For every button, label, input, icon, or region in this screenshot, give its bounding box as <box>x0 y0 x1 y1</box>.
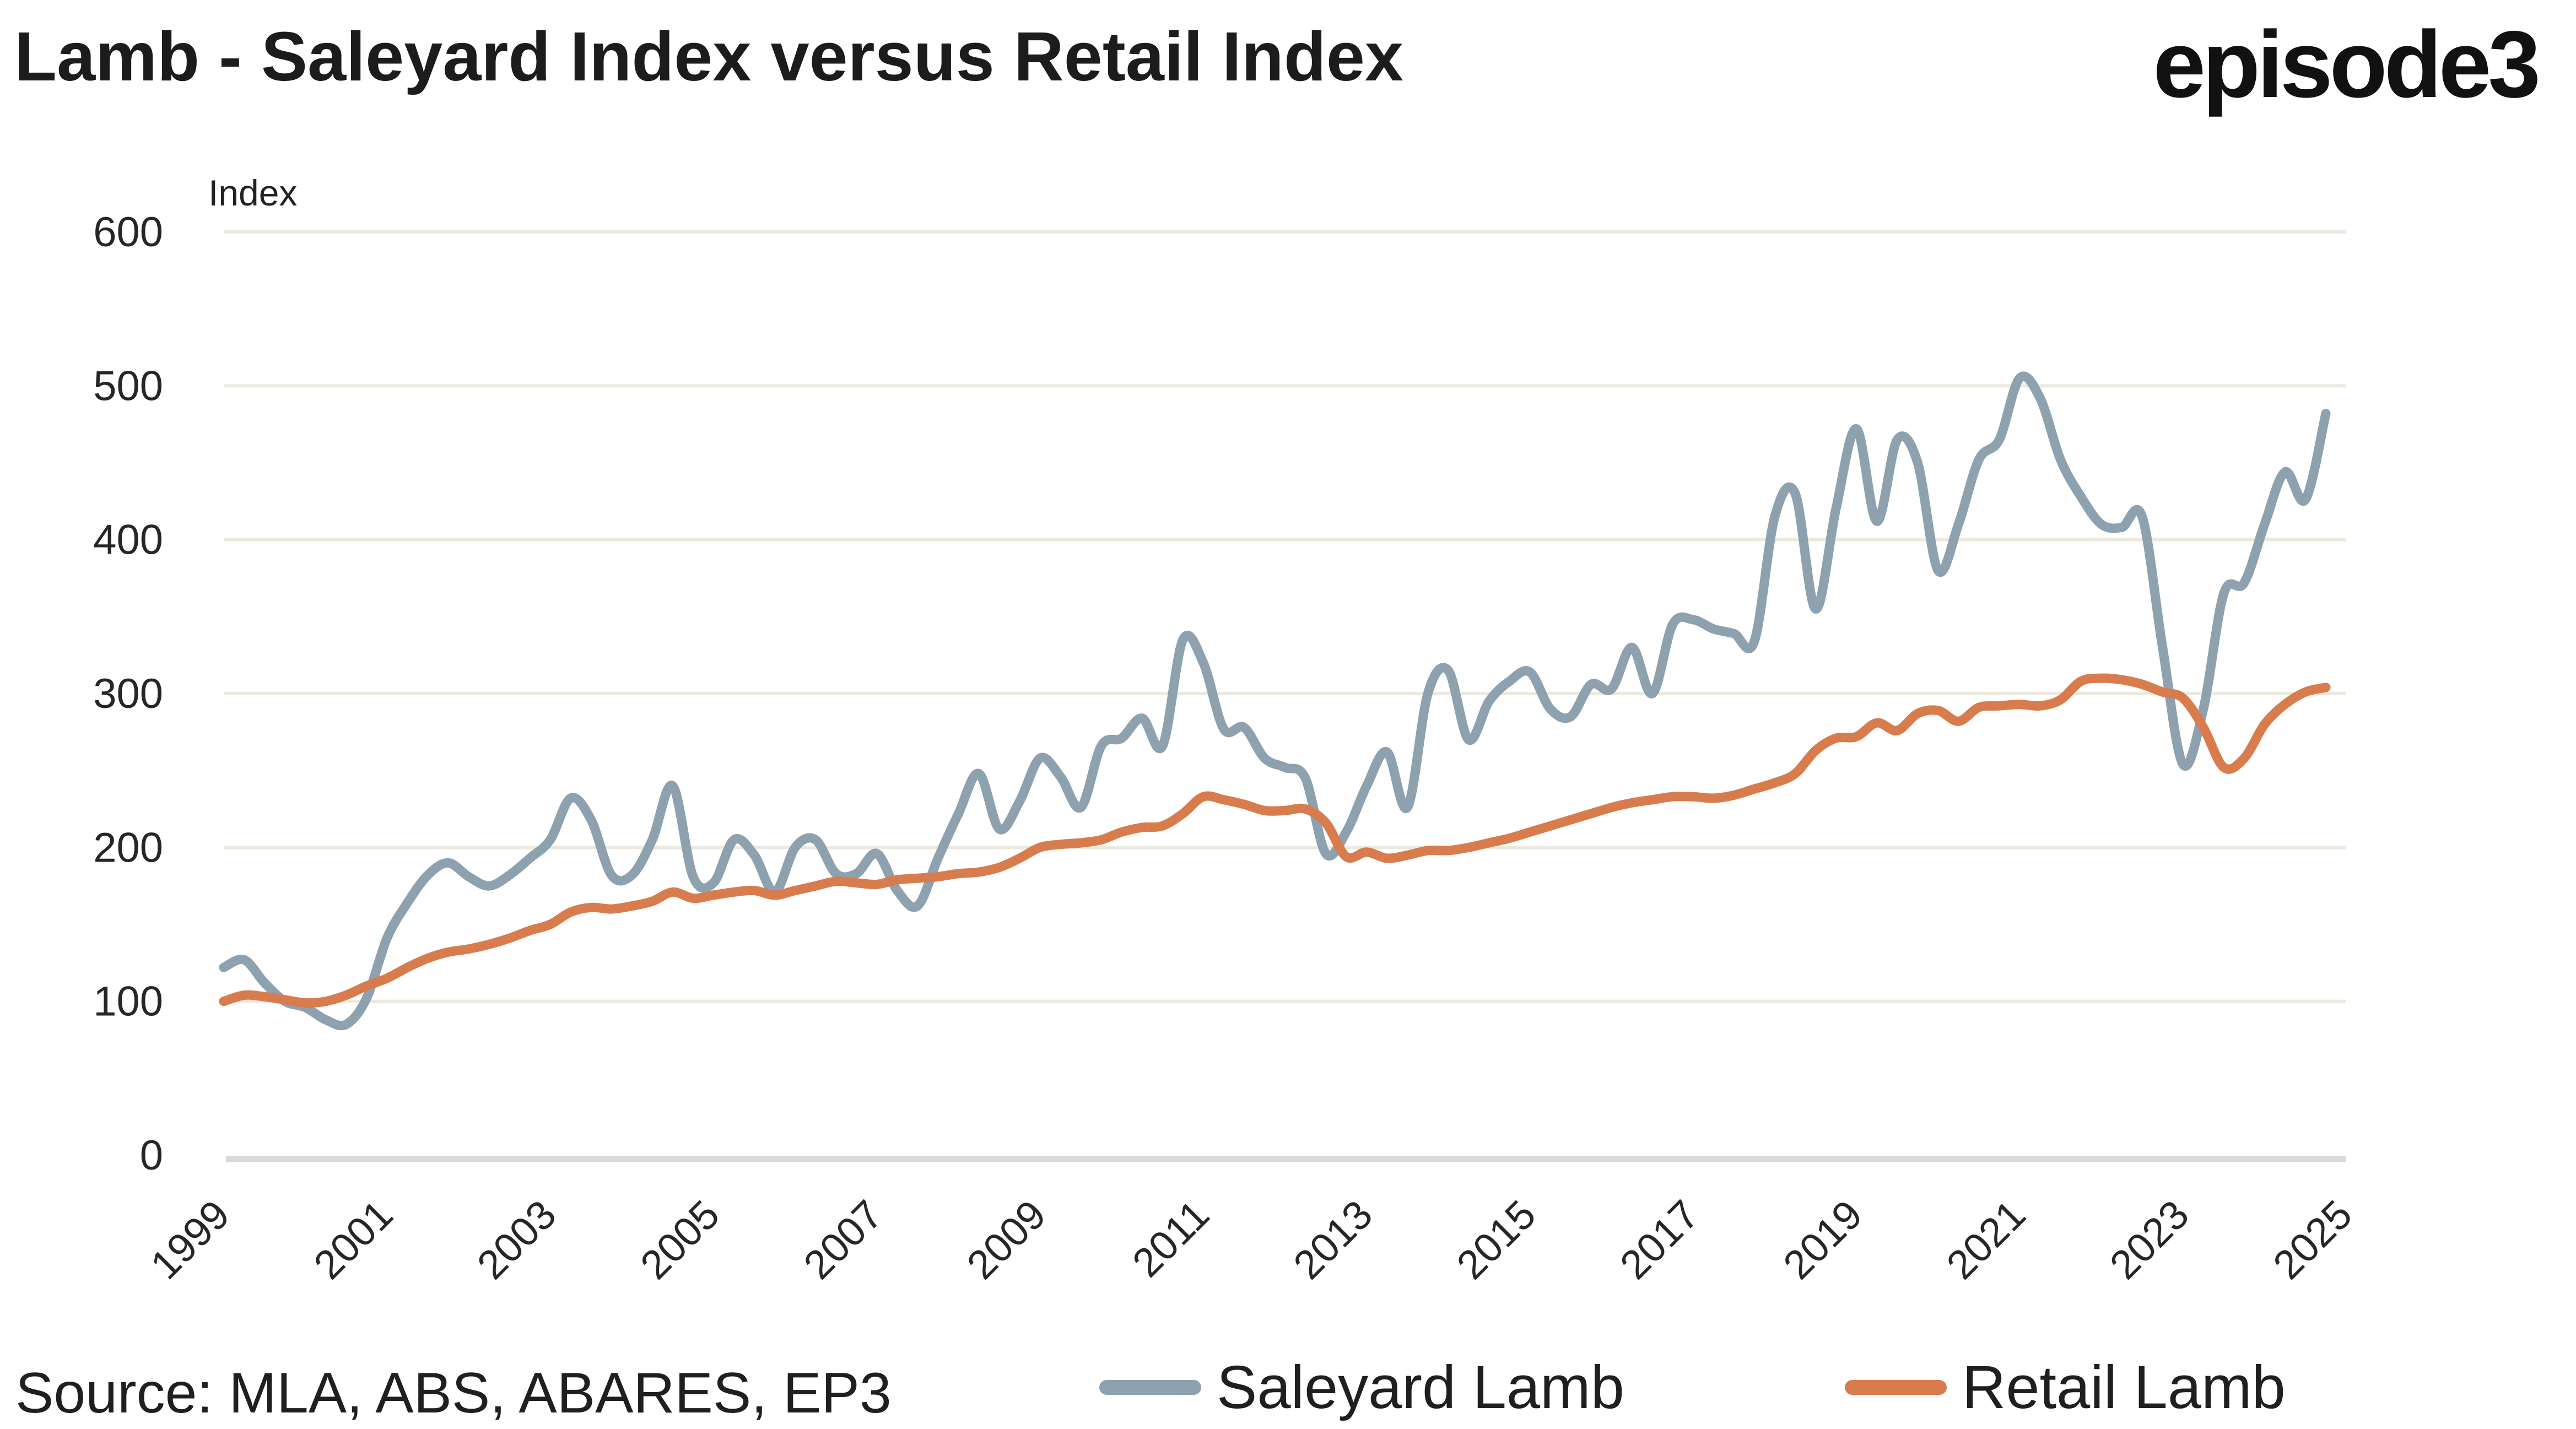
x-tick-label-2001: 2001 <box>305 1192 402 1288</box>
y-tick-label-500: 500 <box>93 362 163 409</box>
x-tick-label-2003: 2003 <box>468 1192 565 1288</box>
y-tick-label-600: 600 <box>93 209 163 256</box>
y-tick-label-400: 400 <box>93 517 163 564</box>
y-tick-label-0: 0 <box>140 1132 163 1179</box>
y-tick-label-200: 200 <box>93 824 163 871</box>
legend-item-retail-lamb: Retail Lamb <box>1844 1352 2286 1422</box>
y-tick-label-300: 300 <box>93 670 163 717</box>
x-tick-label-2013: 2013 <box>1284 1192 1381 1288</box>
x-tick-label-2019: 2019 <box>1774 1192 1871 1288</box>
x-tick-label-1999: 1999 <box>142 1192 238 1288</box>
chart-legend: Saleyard Lamb Retail Lamb <box>1099 1352 2286 1422</box>
x-tick-label-2009: 2009 <box>958 1192 1055 1288</box>
x-tick-label-2007: 2007 <box>795 1192 891 1288</box>
legend-label-saleyard-lamb: Saleyard Lamb <box>1217 1354 1624 1421</box>
x-tick-label-2021: 2021 <box>1938 1192 2034 1288</box>
source-note: Source: MLA, ABS, ABARES, EP3 <box>15 1361 892 1425</box>
series-line-saleyard-lamb <box>219 371 2331 1031</box>
y-axis-unit-label: Index <box>208 172 298 213</box>
legend-label-retail-lamb: Retail Lamb <box>1962 1354 2286 1421</box>
episode3-logo: episode3 <box>2153 12 2541 117</box>
y-tick-label-100: 100 <box>93 978 163 1025</box>
chart-title: Lamb - Saleyard Index versus Retail Inde… <box>14 18 1403 95</box>
saleyard-line-swatch <box>1099 1380 1201 1395</box>
x-tick-label-2025: 2025 <box>2264 1192 2361 1288</box>
x-tick-label-2015: 2015 <box>1448 1192 1544 1288</box>
x-tick-label-2017: 2017 <box>1611 1192 1708 1288</box>
series-line-retail-lamb <box>219 673 2331 1008</box>
x-tick-label-2011: 2011 <box>1124 1192 1218 1286</box>
retail-line-swatch <box>1844 1380 1947 1395</box>
x-tick-label-2023: 2023 <box>2101 1192 2197 1288</box>
x-tick-label-2005: 2005 <box>631 1192 728 1288</box>
legend-item-saleyard-lamb: Saleyard Lamb <box>1099 1352 1624 1422</box>
